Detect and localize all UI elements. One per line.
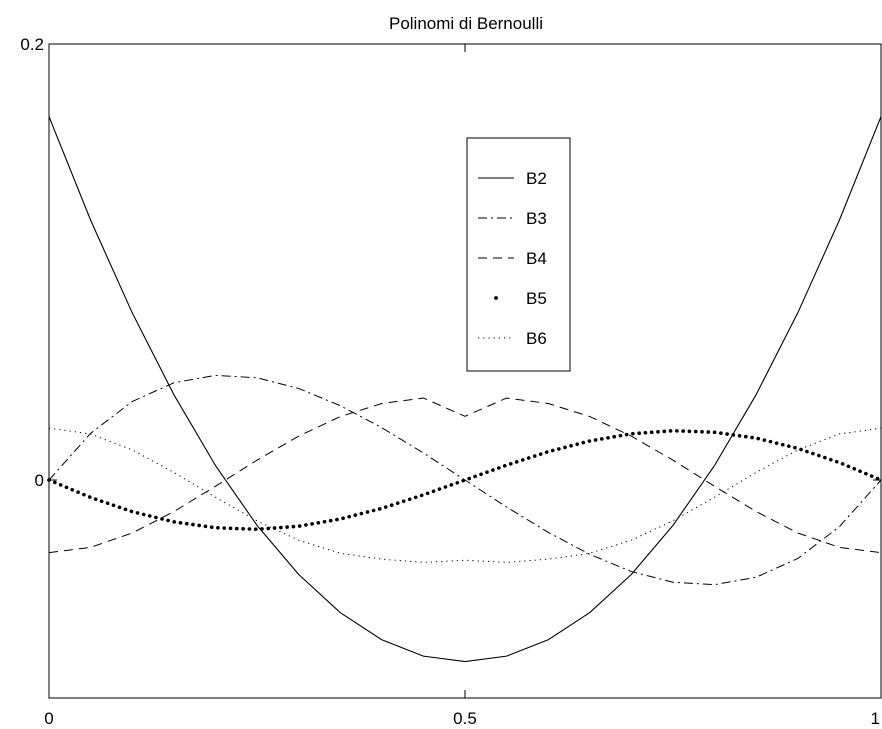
x-tick-label: 0.5: [453, 709, 477, 728]
x-tick-label: 1: [871, 709, 880, 728]
legend-swatch-b5: [494, 296, 498, 300]
series-layer: [47, 116, 882, 663]
chart-title: Polinomi di Bernoulli: [389, 14, 543, 33]
legend-label-b6: B6: [526, 329, 547, 348]
series-line-b2: [48, 116, 882, 663]
series-line-b4: [48, 397, 882, 554]
legend-label-b3: B3: [526, 209, 547, 228]
legend: B2 B3 B4 B5 B6: [466, 137, 571, 372]
tick-layer: 0 0.5 1 0 0.2: [20, 35, 882, 728]
legend-label-b2: B2: [526, 169, 547, 188]
y-tick-label: 0.2: [20, 35, 44, 54]
legend-label-b4: B4: [526, 249, 547, 268]
y-tick-label: 0: [35, 471, 44, 490]
legend-label-b5: B5: [526, 289, 547, 308]
plot-frame: [48, 43, 882, 699]
series-line-b3: [48, 374, 882, 586]
series-line-b5: [47, 428, 882, 532]
legend-box: [466, 137, 571, 372]
x-tick-label: 0: [44, 709, 53, 728]
series-line-b6: [48, 427, 882, 563]
